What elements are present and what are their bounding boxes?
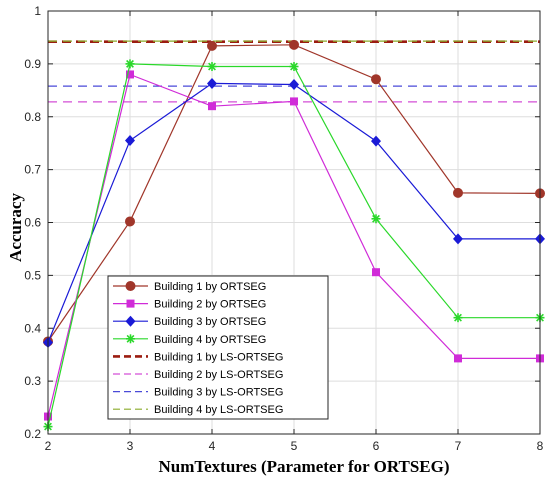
data-point — [371, 135, 381, 147]
data-point — [126, 70, 134, 79]
data-point — [125, 135, 135, 147]
legend-item: Building 3 by ORTSEG — [113, 315, 266, 328]
data-point — [125, 59, 135, 69]
legend-label: Building 4 by LS-ORTSEG — [154, 404, 283, 416]
x-tick-label: 8 — [537, 439, 544, 453]
y-tick-label: 0.3 — [24, 374, 41, 388]
legend-label: Building 1 by LS-ORTSEG — [154, 351, 283, 363]
legend-label: Building 3 by ORTSEG — [154, 316, 266, 328]
legend-marker — [125, 315, 136, 327]
legend-item: Building 4 by ORTSEG — [113, 334, 266, 346]
legend-marker — [126, 299, 135, 308]
y-tick-label: 0.4 — [24, 321, 41, 335]
data-point — [454, 354, 462, 363]
data-point — [453, 313, 463, 323]
x-axis-label: NumTextures (Parameter for ORTSEG) — [158, 457, 449, 476]
data-point — [207, 40, 217, 51]
series-lines — [43, 39, 545, 432]
y-tick-label: 0.8 — [24, 110, 41, 124]
x-tick-label: 6 — [373, 439, 380, 453]
data-point — [289, 39, 299, 50]
data-point — [290, 97, 298, 106]
legend-item: Building 2 by ORTSEG — [113, 299, 266, 311]
legend-marker — [126, 334, 135, 344]
x-tick-label: 5 — [291, 439, 298, 453]
y-tick-label: 0.5 — [24, 268, 41, 282]
y-tick-label: 1 — [34, 4, 41, 18]
data-point — [289, 78, 299, 90]
series-4 — [43, 59, 545, 432]
series-3 — [43, 77, 545, 349]
x-tick-label: 3 — [127, 439, 134, 453]
legend-item: Building 3 by LS-ORTSEG — [113, 387, 283, 399]
legend-box — [107, 275, 329, 420]
axis-ticks: 2 3 4 5 6 7 8 0.2 0.3 0.4 0.5 0.6 0.7 0.8 0.9 1 — [24, 4, 543, 453]
legend-label: Building 1 by ORTSEG — [154, 281, 266, 293]
legend-item: Building 4 by LS-ORTSEG — [113, 404, 283, 416]
data-point — [371, 74, 381, 85]
series-1 — [43, 39, 545, 347]
legend: Building 1 by ORTSEG Building 2 by ORTSEG… — [107, 275, 329, 420]
data-point — [207, 62, 217, 72]
data-point — [371, 214, 381, 224]
data-point — [453, 187, 463, 198]
legend-item: Building 1 by LS-ORTSEG — [113, 351, 283, 363]
legend-label: Building 4 by ORTSEG — [154, 334, 266, 346]
legend-label: Building 2 by LS-ORTSEG — [154, 369, 283, 381]
x-tick-label: 2 — [45, 439, 52, 453]
x-tick-label: 7 — [455, 439, 462, 453]
data-point — [208, 102, 216, 111]
data-point — [125, 216, 135, 227]
legend-label: Building 3 by LS-ORTSEG — [154, 387, 283, 399]
legend-marker — [125, 281, 136, 291]
y-tick-label: 0.7 — [24, 163, 41, 177]
legend-item: Building 1 by ORTSEG — [113, 281, 266, 293]
x-tick-label: 4 — [209, 439, 216, 453]
y-axis-label: Accuracy — [6, 193, 25, 262]
y-tick-label: 0.2 — [24, 427, 41, 441]
legend-item: Building 2 by LS-ORTSEG — [113, 369, 283, 381]
y-tick-label: 0.6 — [24, 216, 41, 230]
data-point — [372, 268, 380, 277]
data-point — [289, 62, 299, 72]
data-point — [453, 233, 463, 245]
legend-label: Building 2 by ORTSEG — [154, 299, 266, 311]
data-point — [207, 77, 217, 89]
y-tick-label: 0.9 — [24, 57, 41, 71]
